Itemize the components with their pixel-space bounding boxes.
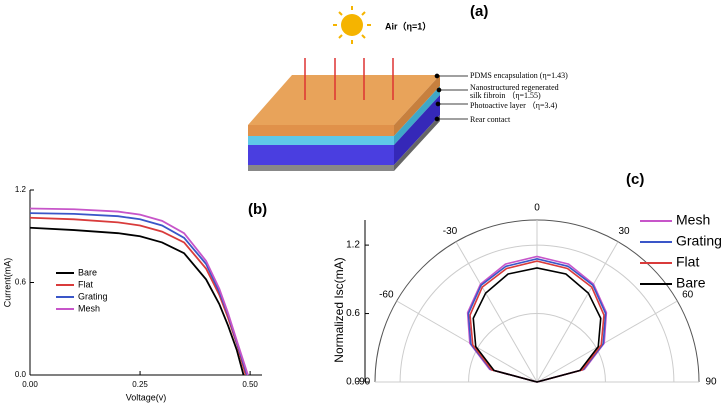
y-tick-label: 0.0	[346, 377, 360, 388]
device-stack	[248, 58, 468, 171]
layer-label: Rear contact	[470, 115, 511, 124]
y-tick-label: 1.2	[15, 185, 27, 194]
x-tick-label: -90	[356, 377, 371, 388]
series-line	[472, 267, 602, 383]
panel-label: (c)	[626, 171, 644, 188]
air-label: Air（η=1）	[385, 21, 431, 31]
panel-label: (b)	[248, 201, 267, 218]
series-line	[29, 207, 249, 376]
legend-label: Flat	[676, 254, 699, 270]
x-tick-label: 0.25	[132, 380, 148, 389]
series-line	[469, 260, 605, 383]
y-axis-label: Current(mA)	[2, 258, 12, 308]
layer-label: silk fibroin （η=1.55)	[470, 91, 541, 100]
panel-label: (a)	[470, 3, 488, 20]
y-tick-label: 0.6	[346, 308, 360, 319]
x-tick-label: -60	[379, 290, 394, 301]
legend-label: Grating	[676, 233, 722, 249]
x-tick-label: 0	[534, 203, 540, 214]
grid-spoke	[396, 300, 538, 383]
x-tick-label: 0.50	[242, 380, 258, 389]
grid-spoke	[455, 241, 538, 383]
x-tick-label: 90	[705, 377, 717, 388]
x-axis-label: Voltage(v)	[126, 392, 167, 402]
grid-spoke	[536, 300, 678, 383]
legend-label: Bare	[78, 267, 97, 277]
x-tick-label: 0.00	[22, 380, 38, 389]
legend-label: Grating	[78, 291, 108, 301]
y-axis-label: Normalized Isc(mA)	[332, 257, 346, 362]
x-tick-label: 60	[682, 290, 694, 301]
series-line	[29, 226, 245, 376]
layer-label: Photoactive layer （η=3.4)	[470, 101, 557, 110]
grid-spoke	[536, 241, 619, 383]
legend-label: Mesh	[676, 212, 710, 228]
legend-label: Flat	[78, 279, 94, 289]
layer-label: PDMS encapsulation (η=1.43)	[470, 71, 568, 80]
y-tick-label: 0.6	[15, 278, 27, 287]
x-tick-label: 30	[618, 226, 630, 237]
legend-label: Bare	[676, 275, 706, 291]
sun	[333, 6, 371, 44]
series-line	[466, 255, 608, 383]
y-tick-label: 1.2	[346, 240, 360, 251]
x-tick-label: -30	[443, 226, 458, 237]
layer-label: Nanostructured regenerated	[470, 83, 559, 92]
y-tick-label: 0.0	[15, 370, 27, 379]
series-line	[467, 257, 607, 383]
legend-label: Mesh	[78, 303, 100, 313]
